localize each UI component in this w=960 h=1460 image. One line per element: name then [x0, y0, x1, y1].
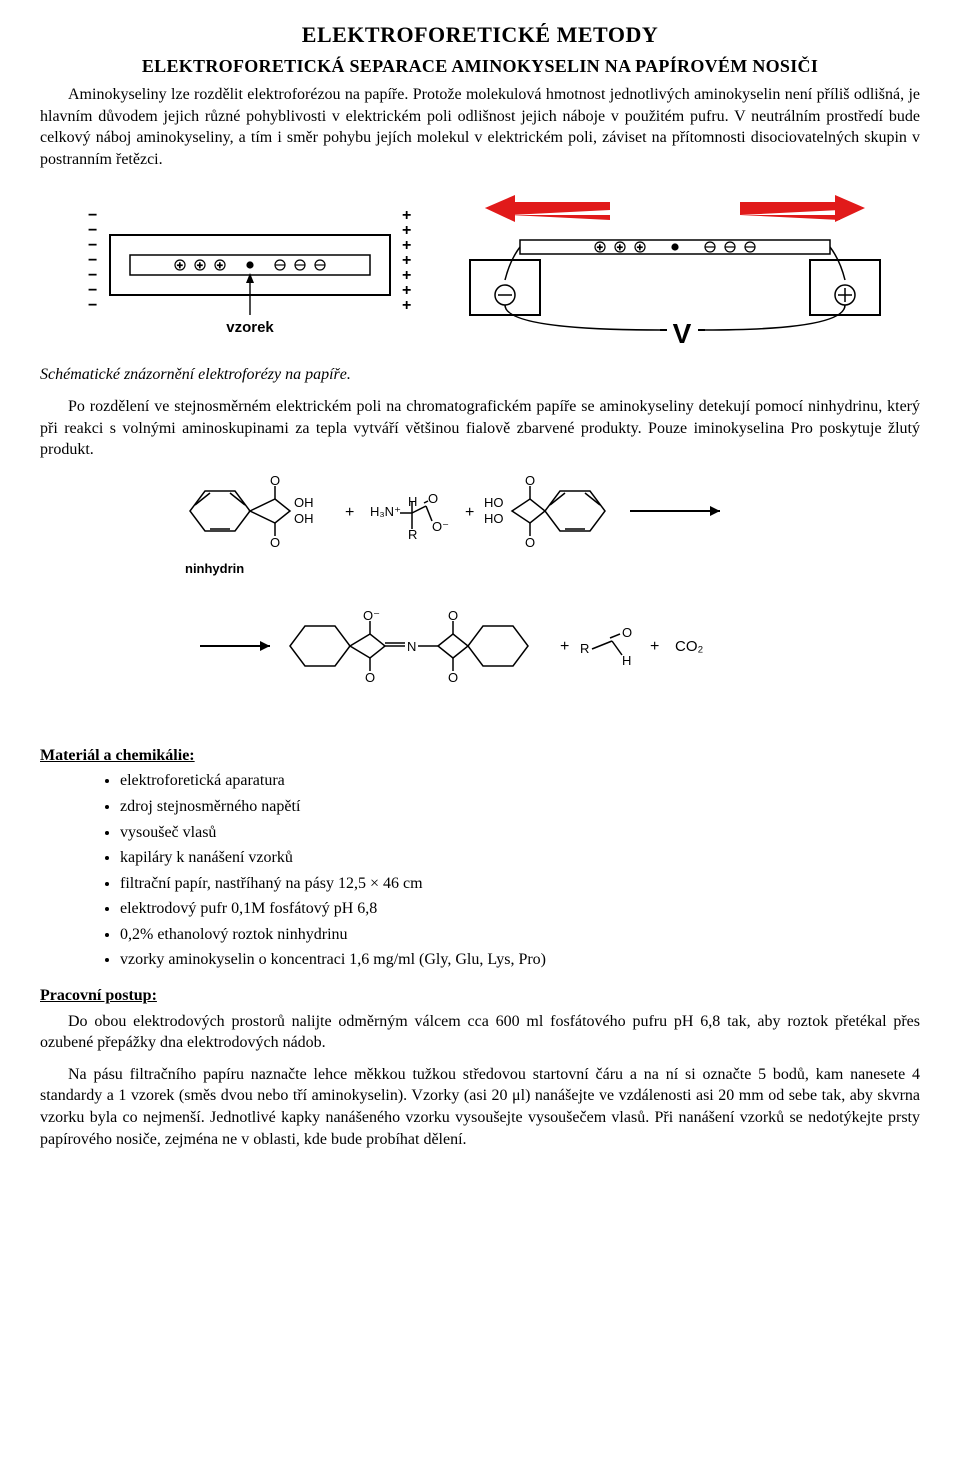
svg-text:HO: HO	[484, 495, 504, 510]
list-item: elektrodový pufr 0,1M fosfátový pH 6,8	[120, 898, 920, 920]
svg-text:O: O	[270, 535, 280, 550]
voltage-label: V	[673, 318, 692, 349]
co2-label: CO₂	[675, 638, 704, 655]
svg-text:+: +	[617, 243, 623, 254]
intro-paragraph-1: Aminokyseliny lze rozdělit elektroforézo…	[40, 84, 920, 170]
list-item: kapiláry k nanášení vzorků	[120, 847, 920, 869]
svg-text:+: +	[197, 261, 203, 272]
svg-text:N: N	[407, 639, 416, 654]
svg-text:O: O	[448, 670, 458, 685]
svg-text:O: O	[448, 608, 458, 623]
procedure-paragraph-1: Do obou elektrodových prostorů nalijte o…	[40, 1011, 920, 1054]
materials-heading: Materiál a chemikálie:	[40, 745, 920, 767]
vzorek-label: vzorek	[226, 319, 274, 336]
svg-text:+: +	[177, 261, 183, 272]
materials-list: elektroforetická aparatura zdroj stejnos…	[120, 770, 920, 971]
list-item: 0,2% ethanolový roztok ninhydrinu	[120, 924, 920, 946]
electrophoresis-diagram-row: − − − − − − − + + + + + + + + + +	[40, 180, 920, 350]
plus-sign: +	[650, 638, 659, 655]
plus-sign: +	[345, 504, 354, 521]
list-item: elektroforetická aparatura	[120, 770, 920, 792]
ninhydrin-label: ninhydrin	[185, 561, 244, 576]
minus-sign: −	[88, 297, 97, 314]
svg-text:O: O	[525, 535, 535, 550]
svg-text:O: O	[270, 473, 280, 488]
svg-text:OH: OH	[294, 511, 314, 526]
svg-text:R: R	[580, 641, 589, 656]
svg-text:+: +	[637, 243, 643, 254]
electrophoresis-right-schematic: + + + V	[460, 180, 890, 350]
figure-caption-1: Schématické znázornění elektroforézy na …	[40, 364, 920, 386]
plus-sign: +	[465, 504, 474, 521]
svg-text:R: R	[408, 527, 417, 542]
svg-text:O: O	[365, 670, 375, 685]
page-title-main: ELEKTROFORETICKÉ METODY	[40, 20, 920, 50]
electrophoresis-left-schematic: − − − − − − − + + + + + + + + + +	[70, 180, 430, 350]
svg-text:O: O	[428, 491, 438, 506]
plus-sign: +	[560, 638, 569, 655]
svg-text:+: +	[597, 243, 603, 254]
svg-text:H: H	[622, 653, 631, 668]
svg-text:O: O	[525, 473, 535, 488]
svg-text:HO: HO	[484, 511, 504, 526]
list-item: filtrační papír, nastříhaný na pásy 12,5…	[120, 873, 920, 895]
procedure-paragraph-2: Na pásu filtračního papíru naznačte lehc…	[40, 1064, 920, 1150]
ninhydrin-reaction-scheme: O O OH OH ninhydrin + H₃N⁺ H O O⁻ R	[160, 471, 800, 731]
list-item: vysoušeč vlasů	[120, 822, 920, 844]
list-item: vzorky aminokyselin o koncentraci 1,6 mg…	[120, 949, 920, 971]
svg-text:OH: OH	[294, 495, 314, 510]
svg-text:O⁻: O⁻	[363, 608, 380, 623]
list-item: zdroj stejnosměrného napětí	[120, 796, 920, 818]
page-title-sub: ELEKTROFORETICKÁ SEPARACE AMINOKYSELIN N…	[40, 54, 920, 78]
intro-paragraph-2: Po rozdělení ve stejnosměrném elektrické…	[40, 396, 920, 461]
procedure-heading: Pracovní postup:	[40, 985, 920, 1007]
svg-text:+: +	[217, 261, 223, 272]
svg-text:O⁻: O⁻	[432, 519, 449, 534]
plus-sign: +	[402, 297, 411, 314]
svg-text:H₃N⁺: H₃N⁺	[370, 504, 401, 519]
svg-text:O: O	[622, 625, 632, 640]
